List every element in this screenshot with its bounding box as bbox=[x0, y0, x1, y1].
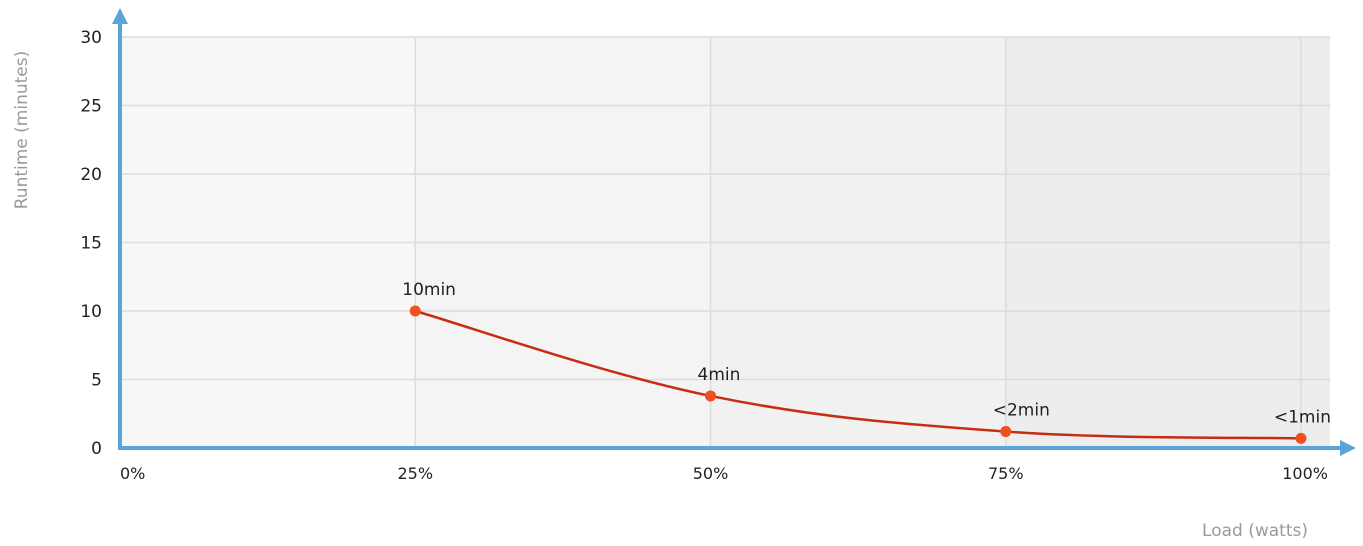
x-tick-label: 25% bbox=[397, 464, 433, 483]
y-tick-labels: 0 5 10 15 20 25 30 bbox=[80, 28, 102, 459]
y-axis-arrow-icon bbox=[112, 8, 128, 24]
y-tick-label: 30 bbox=[80, 28, 102, 48]
series-line bbox=[414, 309, 1302, 440]
y-axis-title: Runtime (minutes) bbox=[12, 51, 32, 210]
x-tick-label: 100% bbox=[1282, 464, 1328, 483]
gridlines bbox=[120, 36, 1330, 448]
y-tick-label: 5 bbox=[91, 371, 102, 391]
x-tick-label: 50% bbox=[693, 464, 729, 483]
data-label: <1min bbox=[1274, 407, 1331, 427]
x-tick-labels: 0% 25% 50% 75% 100% bbox=[120, 464, 1328, 483]
data-label: <2min bbox=[993, 401, 1050, 421]
y-tick-label: 0 bbox=[91, 439, 102, 459]
axes bbox=[112, 8, 1356, 456]
series: 10min 4min <2min <1min bbox=[402, 280, 1331, 444]
y-tick-label: 25 bbox=[80, 97, 102, 117]
x-axis-title: Load (watts) bbox=[1202, 521, 1308, 541]
data-label: 4min bbox=[698, 365, 741, 385]
y-tick-label: 15 bbox=[80, 234, 102, 254]
y-tick-label: 10 bbox=[80, 302, 102, 322]
y-tick-label: 20 bbox=[80, 165, 102, 185]
data-point bbox=[1000, 426, 1012, 438]
x-axis-arrow-icon bbox=[1340, 440, 1356, 456]
data-label: 10min bbox=[402, 280, 456, 300]
data-point bbox=[409, 305, 421, 317]
x-tick-label: 75% bbox=[988, 464, 1024, 483]
data-point bbox=[705, 390, 716, 402]
data-point bbox=[1295, 432, 1307, 444]
x-tick-label: 0% bbox=[120, 464, 145, 483]
